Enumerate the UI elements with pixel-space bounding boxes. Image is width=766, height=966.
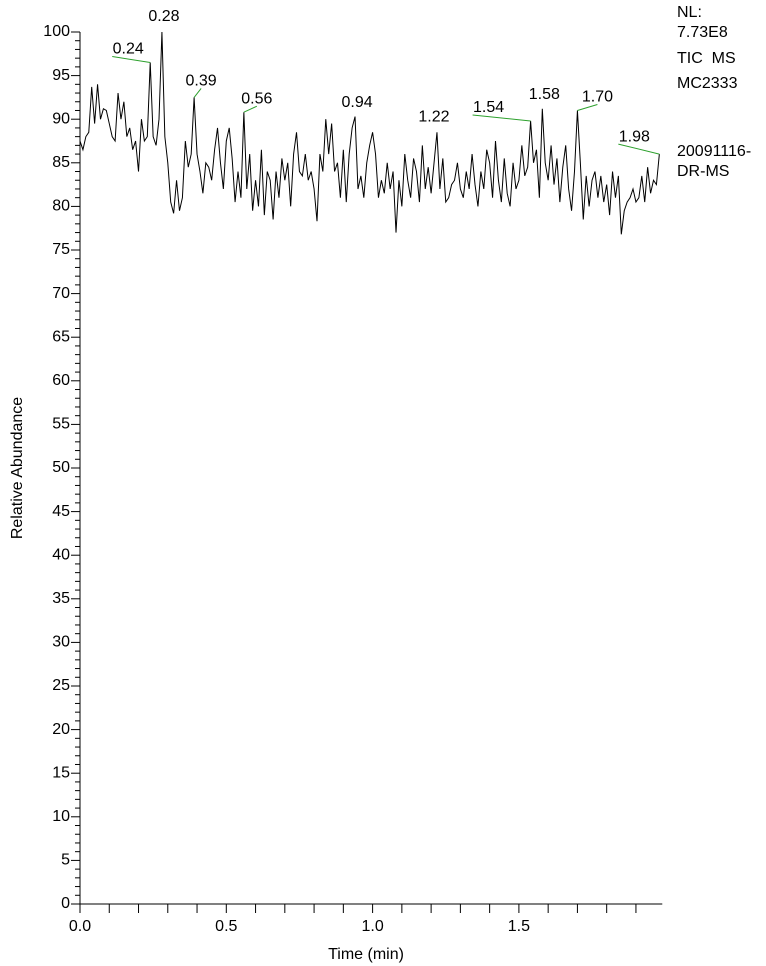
peak-leader: [472, 114, 531, 122]
y-tick-label: 70: [52, 285, 70, 302]
y-tick-label: 55: [52, 416, 70, 433]
y-tick-label: 25: [52, 677, 70, 694]
y-axis-label: Relative Abundance: [9, 397, 26, 539]
y-tick-label: 95: [52, 67, 70, 84]
peak-leader: [112, 56, 151, 64]
peak-label: 0.28: [148, 8, 179, 25]
y-tick-label: 75: [52, 241, 70, 258]
annotation: TIC MS: [677, 50, 736, 67]
x-tick-label: 1.0: [361, 918, 383, 935]
peak-label: 1.54: [473, 99, 504, 116]
annotation: DR-MS: [677, 163, 729, 180]
peak-label: 0.56: [241, 90, 272, 107]
y-tick-label: 20: [52, 721, 70, 738]
y-tick-label: 30: [52, 634, 70, 651]
x-tick-label: 0.5: [215, 918, 237, 935]
annotation: NL:: [677, 4, 702, 21]
y-tick-label: 80: [52, 198, 70, 215]
x-axis-label: Time (min): [328, 946, 404, 963]
peak-label: 0.24: [113, 41, 144, 58]
y-tick-label: 5: [61, 852, 70, 869]
y-tick-label: 40: [52, 546, 70, 563]
y-tick-label: 90: [52, 110, 70, 127]
x-tick-label: 1.5: [508, 918, 530, 935]
y-tick-label: 10: [52, 808, 70, 825]
y-tick-label: 50: [52, 459, 70, 476]
y-tick-label: 85: [52, 154, 70, 171]
peak-leader: [243, 105, 258, 113]
y-tick-label: 45: [52, 503, 70, 520]
y-tick-label: 0: [61, 895, 70, 912]
annotation: MC2333: [677, 75, 738, 92]
y-tick-label: 60: [52, 372, 70, 389]
peak-leader: [577, 104, 598, 111]
peak-label: 1.58: [529, 86, 560, 103]
y-tick-label: 15: [52, 764, 70, 781]
peak-label: 1.98: [619, 128, 650, 145]
peak-label: 1.22: [418, 108, 449, 125]
y-tick-label: 65: [52, 328, 70, 345]
peak-label: 1.70: [582, 89, 613, 106]
y-tick-label: 100: [43, 23, 70, 40]
peak-leader: [193, 88, 202, 98]
trace: [79, 31, 660, 235]
x-tick-label: 0.0: [69, 918, 91, 935]
peak-label: 0.39: [186, 73, 217, 90]
annotation: 20091116-: [677, 143, 751, 160]
annotation: 7.73E8: [677, 24, 728, 41]
y-tick-label: 35: [52, 590, 70, 607]
peak-label: 0.94: [341, 94, 372, 111]
peak-leader: [618, 143, 660, 155]
